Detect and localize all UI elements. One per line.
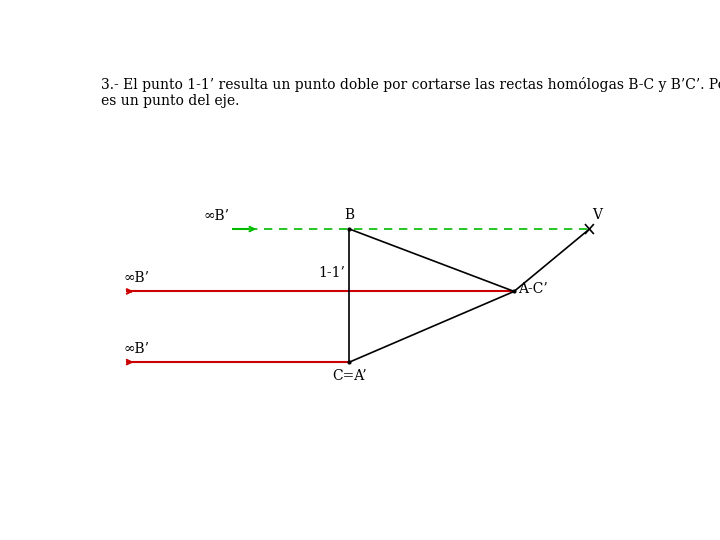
Text: V: V: [593, 208, 602, 222]
Text: ∞B’: ∞B’: [204, 209, 230, 223]
Text: ∞B’: ∞B’: [124, 271, 150, 285]
Text: 1-1’: 1-1’: [319, 266, 346, 280]
Text: A-C’: A-C’: [518, 281, 549, 295]
Text: ∞B’: ∞B’: [124, 342, 150, 356]
Text: 3.- El punto 1-1’ resulta un punto doble por cortarse las rectas homólogas B-C y: 3.- El punto 1-1’ resulta un punto doble…: [101, 77, 720, 109]
Text: B: B: [344, 208, 354, 222]
Text: C=A’: C=A’: [332, 369, 366, 383]
